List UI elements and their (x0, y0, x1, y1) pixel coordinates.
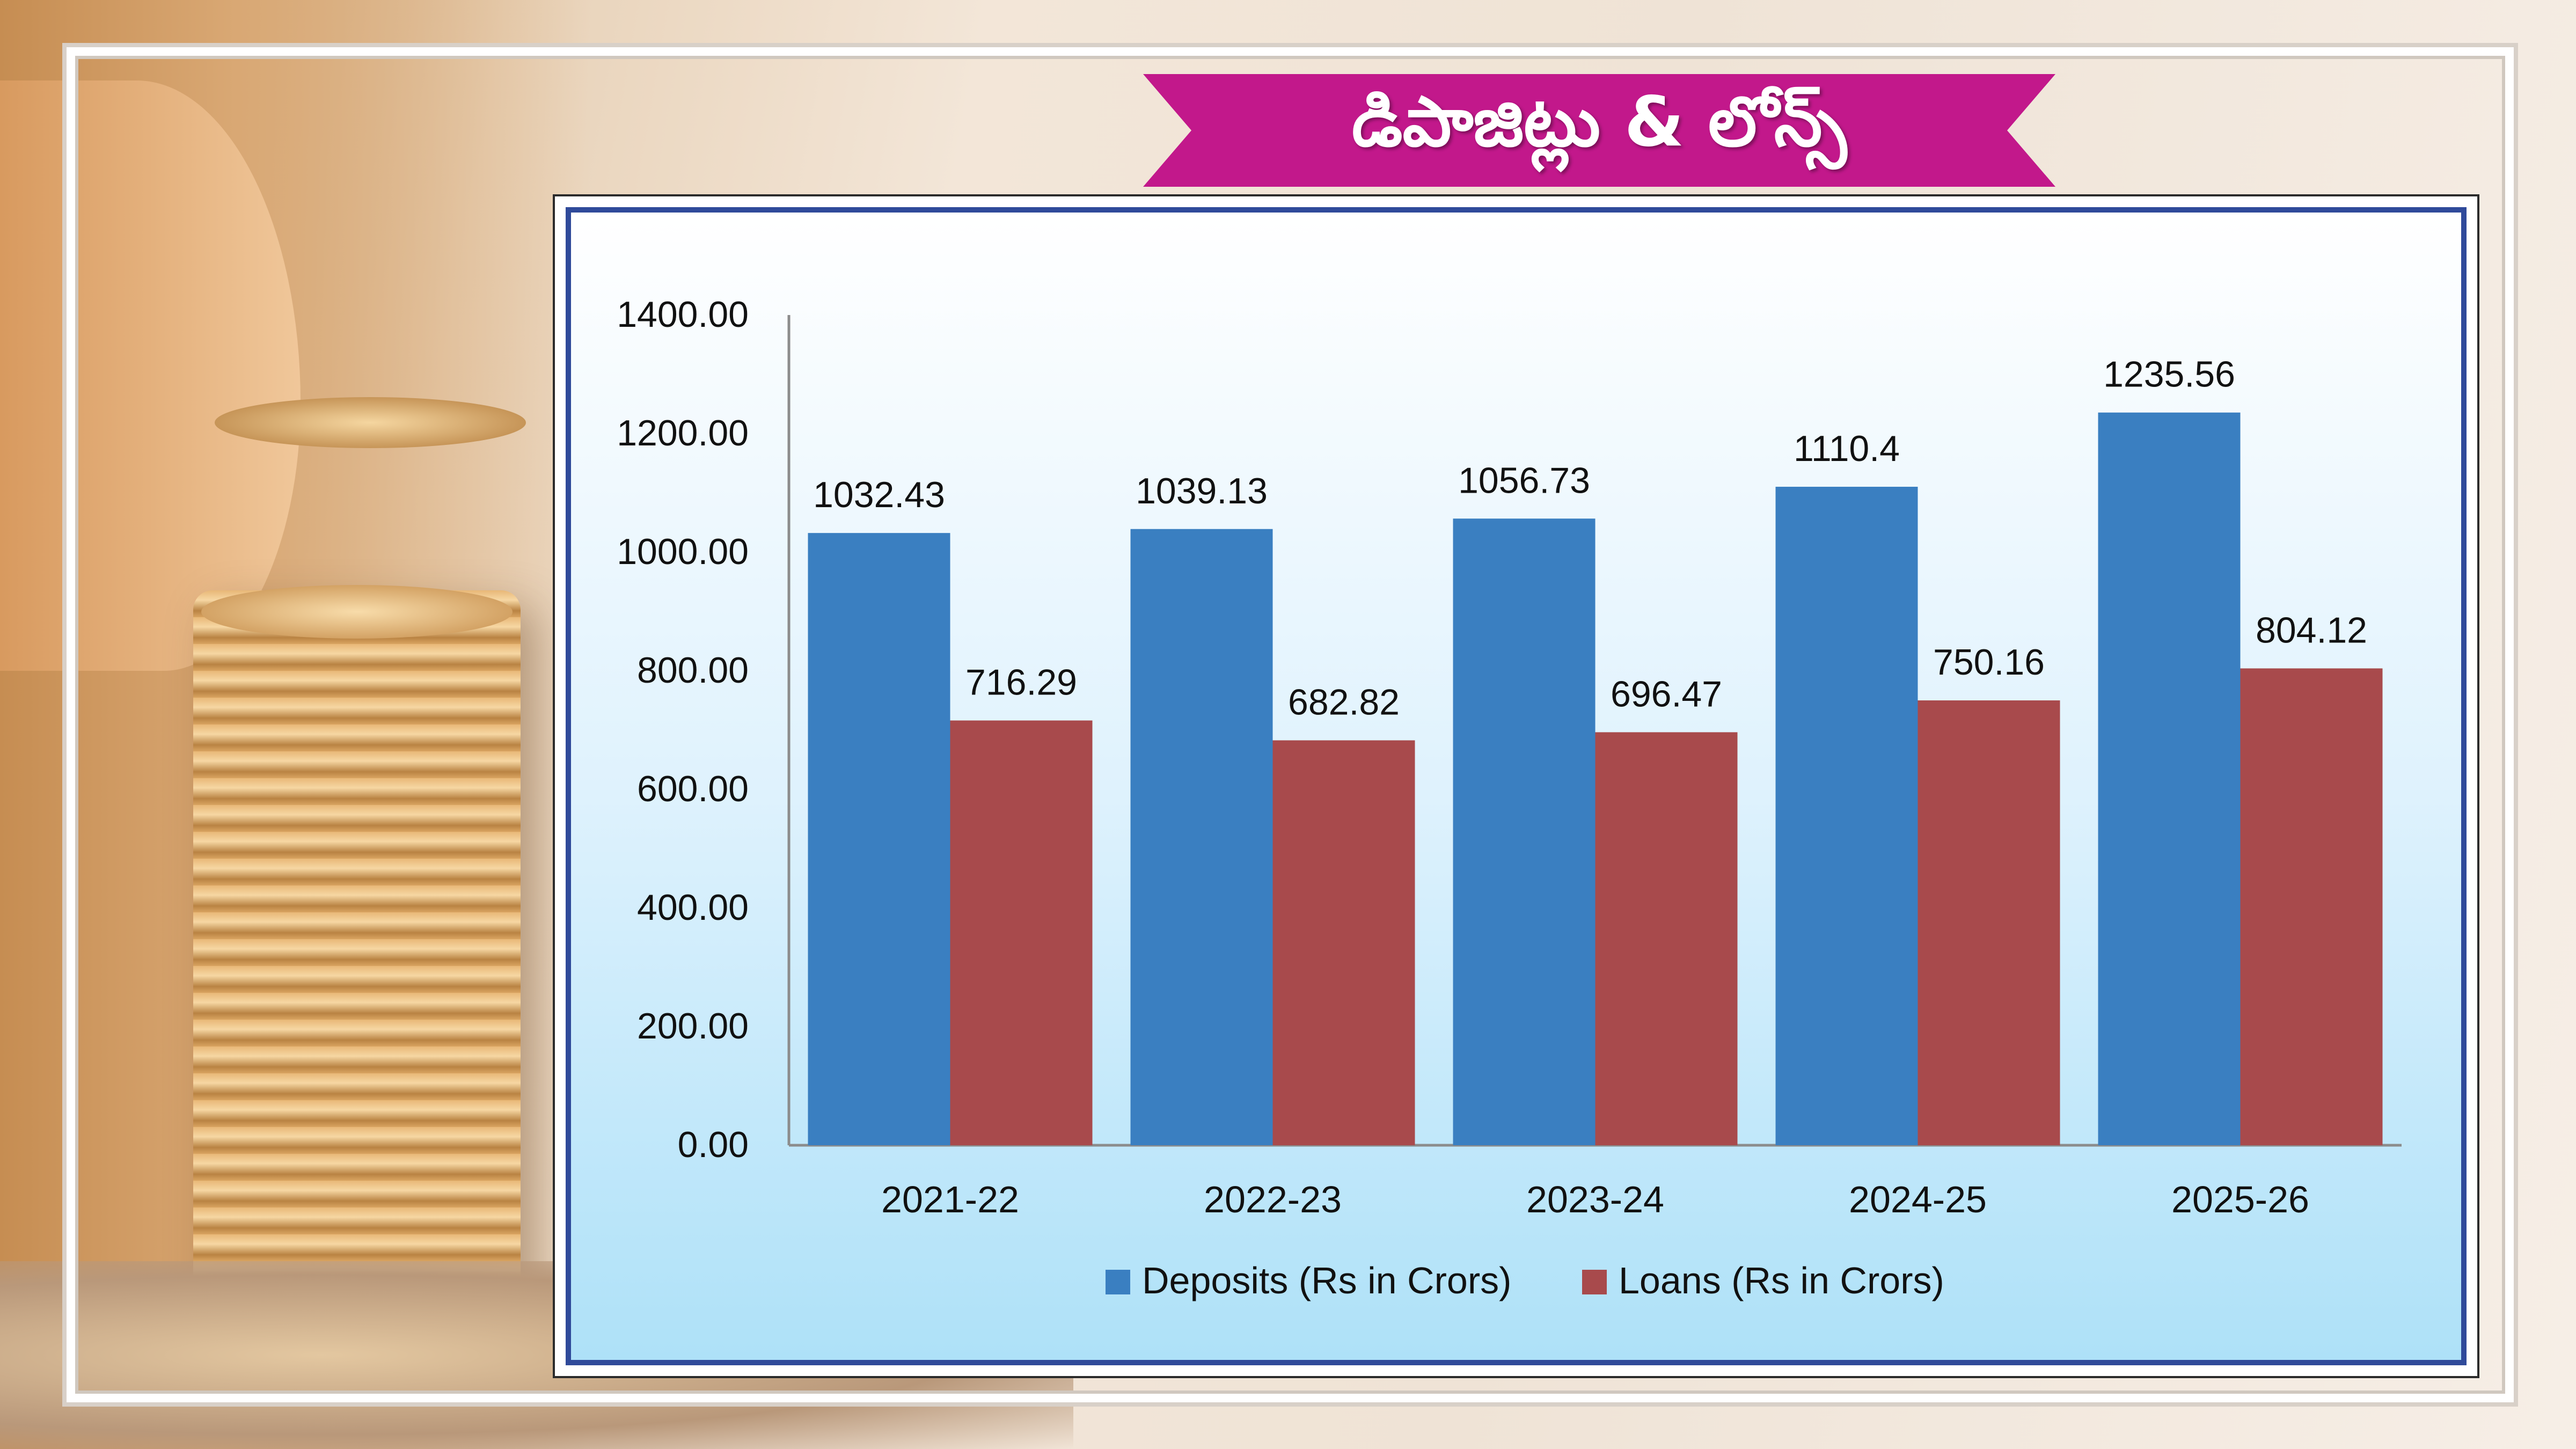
legend-label-loans: Loans (Rs in Crors) (1619, 1260, 1944, 1301)
y-tick-label: 200.00 (637, 1006, 749, 1046)
deposit-data-label: 1110.4 (1794, 428, 1900, 469)
bar-groups: 1032.43 716.29 1039.13 682.82 1056.73 696.47 1… (808, 354, 2383, 1146)
y-tick-label: 0.00 (678, 1124, 749, 1165)
deposit-data-label: 1056.73 (1458, 460, 1590, 501)
y-tick-label: 800.00 (637, 650, 749, 691)
x-tick-label: 2024-25 (1849, 1179, 1987, 1220)
deposit-bar (2098, 412, 2241, 1145)
y-tick-label: 1200.00 (617, 413, 749, 453)
loan-bar (1595, 732, 1738, 1145)
coin-stack-image (193, 590, 521, 1299)
hand-image (0, 80, 301, 671)
loan-bar (2240, 668, 2383, 1145)
loan-data-label: 716.29 (965, 662, 1077, 702)
chart-legend: Deposits (Rs in Crors) Loans (Rs in Crors… (1106, 1260, 1944, 1301)
deposit-data-label: 1235.56 (2103, 354, 2235, 395)
title-banner: డిపాజిట్లు & లోన్స్ (1143, 74, 2055, 187)
deposit-bar (808, 533, 950, 1146)
banner-title: డిపాజిట్లు & లోన్స్ (1351, 82, 1847, 162)
y-axis-ticks: 0.00 200.00 400.00 600.00 800.00 1000.00 1200.… (617, 294, 749, 1165)
loan-data-label: 682.82 (1288, 682, 1400, 722)
legend-swatch-deposits (1106, 1270, 1130, 1294)
loan-bar (950, 720, 1093, 1145)
x-tick-label: 2021-22 (881, 1179, 1019, 1220)
loan-bar (1918, 700, 2060, 1145)
x-tick-label: 2023-24 (1526, 1179, 1664, 1220)
deposit-data-label: 1039.13 (1136, 471, 1268, 511)
deposit-bar (1130, 529, 1273, 1145)
x-axis-ticks: 2021-22 2022-23 2023-24 2024-25 2025-26 (881, 1179, 2309, 1220)
bar-chart: 0.00 200.00 400.00 600.00 800.00 1000.00 1200.… (617, 294, 2402, 1301)
y-tick-label: 600.00 (637, 769, 749, 809)
white-frame (67, 47, 2514, 1402)
legend-label-deposits: Deposits (Rs in Crors) (1142, 1260, 1511, 1301)
y-tick-label: 1000.00 (617, 531, 749, 572)
loan-data-label: 696.47 (1611, 674, 1722, 714)
banner-ribbon-shape (1143, 74, 2055, 187)
held-coin-image (215, 397, 526, 448)
coin-stack-top (201, 585, 513, 639)
deposit-bar (1453, 518, 1596, 1145)
deposit-bar (1775, 487, 1918, 1145)
y-tick-label: 400.00 (637, 887, 749, 928)
x-tick-label: 2022-23 (1204, 1179, 1342, 1220)
legend-swatch-loans (1582, 1270, 1607, 1294)
x-tick-label: 2025-26 (2171, 1179, 2309, 1220)
loan-data-label: 804.12 (2256, 610, 2367, 650)
loan-data-label: 750.16 (1933, 642, 2045, 683)
loan-bar (1272, 740, 1415, 1145)
y-tick-label: 1400.00 (617, 294, 749, 335)
deposit-data-label: 1032.43 (813, 474, 945, 515)
